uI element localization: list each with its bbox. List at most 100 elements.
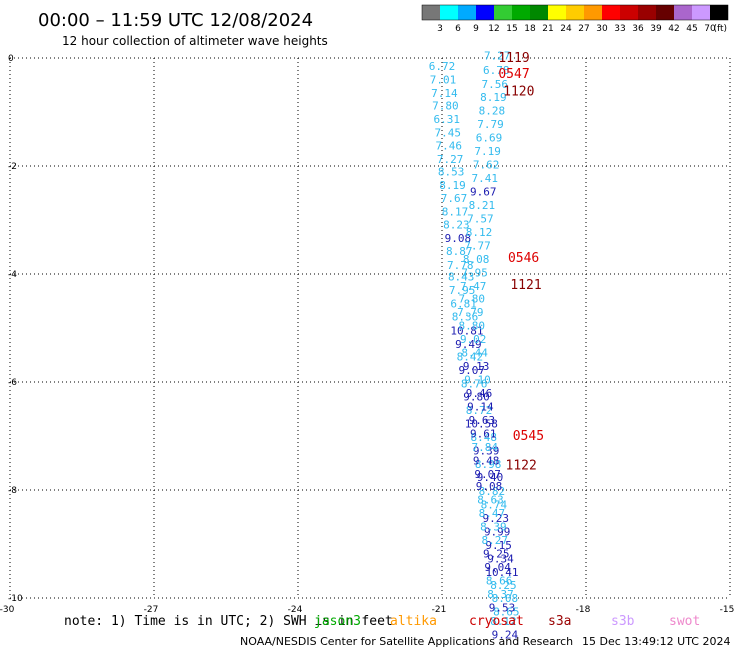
wave-height-value: 9.24 — [492, 629, 519, 642]
wave-height-value: 9.63 — [469, 414, 496, 427]
wave-height-value: 8.08 — [463, 253, 490, 266]
colorbar-label: 36 — [632, 24, 644, 34]
colorbar-swatch — [674, 5, 692, 20]
time-label: 1121 — [510, 278, 541, 293]
colorbar-swatch — [656, 5, 674, 20]
wave-height-value: 10.58 — [465, 418, 498, 431]
colorbar-label: 42 — [668, 24, 679, 34]
wave-height-value: 8.87 — [446, 245, 473, 258]
x-tick-label: -27 — [144, 605, 159, 615]
time-label: 0547 — [498, 67, 529, 82]
wave-height-value: 8.72 — [466, 404, 493, 417]
wave-height-value: 6.78 — [483, 64, 510, 77]
wave-height-value: 9.48 — [473, 454, 500, 467]
colorbar-label: 18 — [524, 24, 536, 34]
colorbar-swatch — [440, 5, 458, 20]
wave-height-value: 10.41 — [485, 566, 518, 579]
wave-height-value: 8.25 — [490, 579, 517, 592]
satellite-legend-item: jason3 — [314, 614, 361, 629]
wave-height-value: 9.23 — [483, 512, 510, 525]
wave-height-value: 7.80 — [459, 292, 486, 305]
colorbar-label: 15 — [506, 24, 517, 34]
wave-height-value: 8.74 — [481, 499, 508, 512]
colorbar-swatch — [620, 5, 638, 20]
time-label: 1122 — [506, 459, 537, 474]
colorbar-swatch — [530, 5, 548, 20]
colorbar-label: 39 — [650, 24, 662, 34]
wave-height-value: 9.07 — [459, 364, 486, 377]
wave-height-value: 7.27 — [484, 49, 511, 62]
y-tick-label: 0 — [8, 54, 14, 64]
wave-height-value: 9.49 — [455, 338, 482, 351]
wave-height-value: 8.21 — [469, 199, 496, 212]
colorbar-label: 24 — [560, 24, 572, 34]
wave-height-value: 6.31 — [434, 113, 461, 126]
colorbar-swatch — [638, 5, 656, 20]
colorbar-swatch — [512, 5, 530, 20]
wave-height-value: 8.44 — [461, 346, 488, 359]
colorbar-label: 3 — [437, 24, 443, 34]
wave-height-value: 8.43 — [448, 271, 475, 284]
wave-height-value: 7.56 — [482, 78, 509, 91]
colorbar: 3 6 9 12 15 18 21 24 27 30 33 36 39 42 45 70(ft) — [421, 4, 729, 34]
chart-subtitle: 12 hour collection of altimeter wave hei… — [62, 34, 328, 48]
wave-height-value: 7.46 — [435, 139, 462, 152]
wave-height-value: 9.34 — [487, 553, 514, 566]
credit-text: NOAA/NESDIS Center for Satellite Applica… — [240, 635, 573, 648]
wave-height-value: 8.08 — [492, 592, 519, 605]
wave-height-value: 9.13 — [463, 360, 490, 373]
wave-height-value: 7.80 — [432, 100, 459, 113]
wave-height-value: 8.39 — [480, 521, 507, 534]
wave-height-value: 8.98 — [475, 458, 502, 471]
wave-height-value: 8.53 — [438, 165, 465, 178]
colorbar-label: 27 — [578, 24, 589, 34]
y-tick-label: -4 — [8, 270, 17, 280]
time-label: 0545 — [513, 429, 544, 444]
satellite-legend-item: altika — [390, 614, 437, 629]
satellite-legend-item: swot — [669, 614, 700, 629]
wave-height-value: 8.19 — [439, 179, 466, 192]
colorbar-label: 45 — [686, 24, 697, 34]
colorbar-label: 6 — [455, 24, 461, 34]
wave-height-value: 9.10 — [464, 373, 491, 386]
colorbar-swatch — [548, 5, 566, 20]
colorbar-label: 70 — [704, 24, 716, 34]
wave-height-value: 6.69 — [476, 131, 503, 144]
wave-height-value: 9.39 — [473, 445, 500, 458]
y-tick-label: -2 — [8, 162, 17, 172]
wave-height-value: 7.27 — [437, 153, 464, 166]
wave-height-value: 8.47 — [479, 507, 506, 520]
colorbar-swatch — [692, 5, 710, 20]
wave-height-value: 7.14 — [431, 87, 458, 100]
satellite-legend-item: s3b — [611, 614, 635, 629]
x-tick-label: -30 — [0, 605, 15, 615]
wave-height-value: 8.19 — [480, 91, 507, 104]
colorbar-swatch — [602, 5, 620, 20]
wave-height-value: 7.01 — [430, 74, 457, 87]
colorbar-swatch — [494, 5, 512, 20]
wave-height-value: 9.67 — [470, 185, 497, 198]
colorbar-label: 30 — [596, 24, 608, 34]
timestamp-text: 15 Dec 13:49:12 UTC 2024 — [582, 635, 730, 648]
wave-height-value: 7.95 — [449, 284, 476, 297]
y-tick-label: -8 — [8, 486, 17, 496]
x-tick-label: -15 — [720, 605, 735, 615]
wave-height-value: 9.99 — [484, 526, 511, 539]
wave-height-value: 8.80 — [459, 319, 486, 332]
wave-height-value: 7.67 — [441, 192, 468, 205]
wave-height-value: 8.82 — [479, 485, 506, 498]
grid — [9, 57, 731, 599]
wave-height-value: 8.66 — [486, 575, 513, 588]
wave-height-value: 9.02 — [460, 333, 487, 346]
wave-height-value: 8.12 — [466, 226, 493, 239]
satellite-legend-item: s3a — [548, 614, 571, 629]
wave-height-value: 7.84 — [471, 441, 498, 454]
colorbar-label: 9 — [473, 24, 479, 34]
wave-height-value: 8.27 — [482, 534, 509, 547]
wave-height-value: 9.14 — [467, 400, 494, 413]
wave-height-value: 8.36 — [452, 311, 479, 324]
colorbar-label: 21 — [542, 24, 553, 34]
wave-height-value: 7.41 — [471, 172, 498, 185]
